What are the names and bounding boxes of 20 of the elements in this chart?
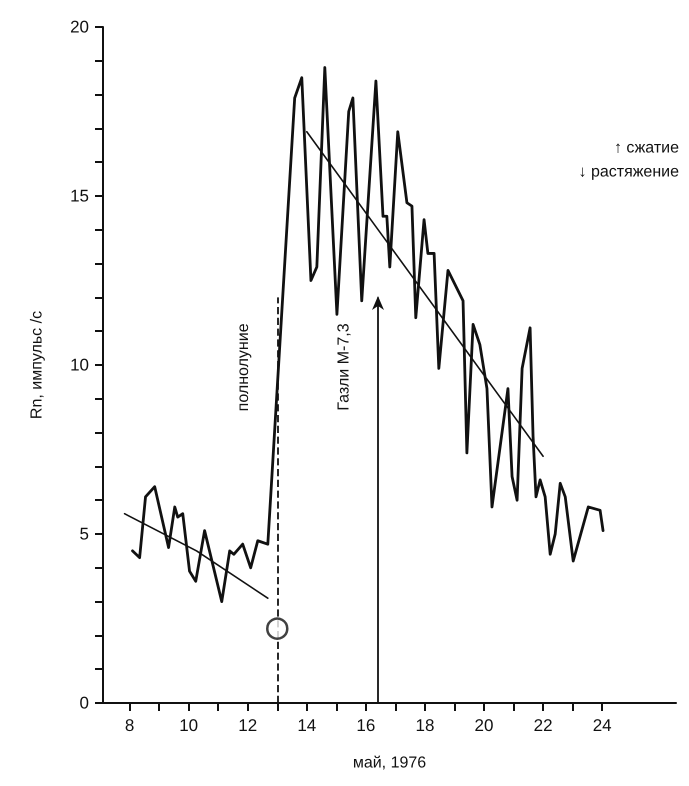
y-tick-label: 0	[80, 694, 89, 712]
x-tick-label: 12	[238, 716, 258, 735]
y-tick-label: 20	[70, 18, 89, 36]
x-tick-label: 16	[356, 716, 376, 735]
ref-line-label: полнолуние	[234, 323, 252, 412]
x-tick-label: 24	[592, 716, 612, 735]
annotation: ↑ сжатие	[614, 140, 680, 156]
x-axis-title: май, 1976	[352, 754, 426, 772]
y-tick-label: 10	[70, 356, 89, 374]
ref-line-label: Газли М-7,3	[335, 323, 352, 411]
annotation: ↓ растяжение	[578, 164, 680, 180]
x-tick-label: 18	[415, 716, 434, 735]
x-tick-label: 14	[297, 716, 316, 735]
y-tick-label: 15	[70, 186, 89, 206]
x-tick-label: 20	[474, 716, 494, 735]
x-tick-label: 8	[124, 716, 134, 735]
y-axis-title: Rn, импульс /с	[28, 310, 46, 420]
x-tick-label: 10	[179, 716, 198, 735]
x-tick-label: 22	[534, 716, 553, 735]
y-tick-label: 5	[80, 524, 89, 544]
